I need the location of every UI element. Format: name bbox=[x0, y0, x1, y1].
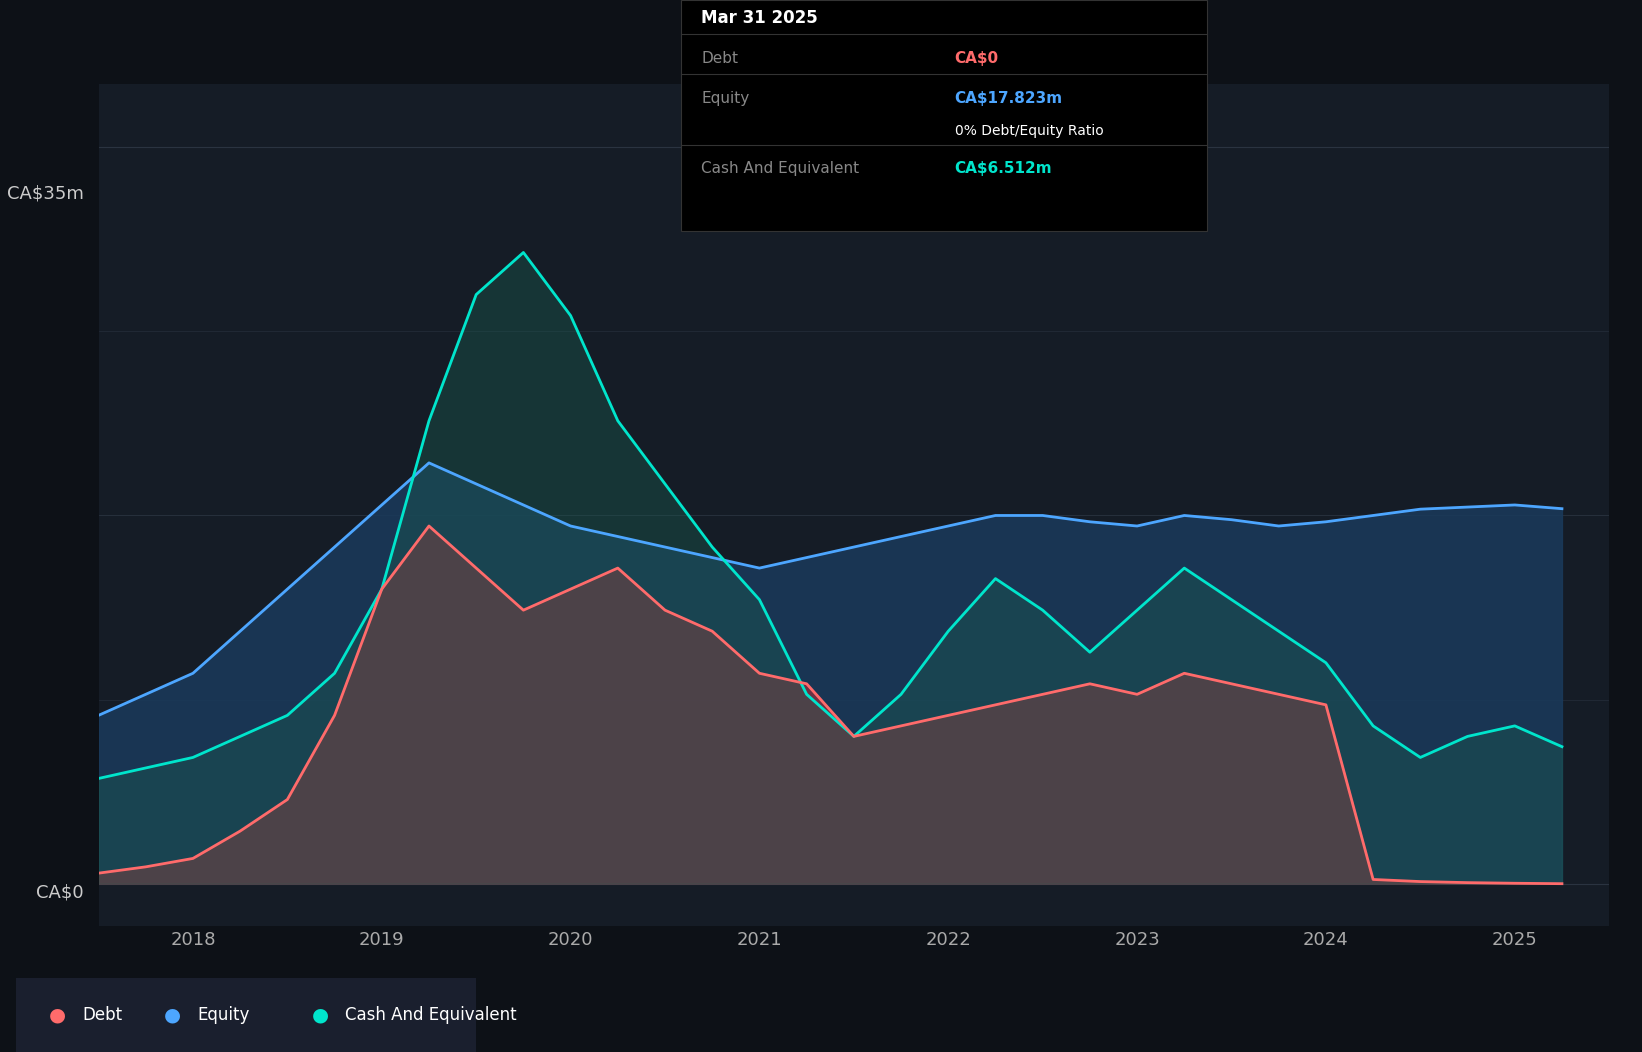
Text: Cash And Equivalent: Cash And Equivalent bbox=[701, 161, 859, 176]
Text: 0% Debt/Equity Ratio: 0% Debt/Equity Ratio bbox=[954, 124, 1103, 138]
Text: ●: ● bbox=[312, 1006, 328, 1025]
Text: CA$0: CA$0 bbox=[36, 883, 84, 902]
Text: Cash And Equivalent: Cash And Equivalent bbox=[345, 1006, 517, 1025]
Text: ●: ● bbox=[164, 1006, 181, 1025]
Text: CA$17.823m: CA$17.823m bbox=[954, 92, 1062, 106]
Text: Mar 31 2025: Mar 31 2025 bbox=[701, 9, 818, 27]
Text: Equity: Equity bbox=[197, 1006, 250, 1025]
Text: ●: ● bbox=[49, 1006, 66, 1025]
Text: Debt: Debt bbox=[701, 52, 739, 66]
Text: Equity: Equity bbox=[701, 92, 749, 106]
Text: Debt: Debt bbox=[82, 1006, 122, 1025]
Text: CA$35m: CA$35m bbox=[7, 184, 84, 203]
Text: CA$0: CA$0 bbox=[954, 52, 998, 66]
Text: CA$6.512m: CA$6.512m bbox=[954, 161, 1053, 176]
